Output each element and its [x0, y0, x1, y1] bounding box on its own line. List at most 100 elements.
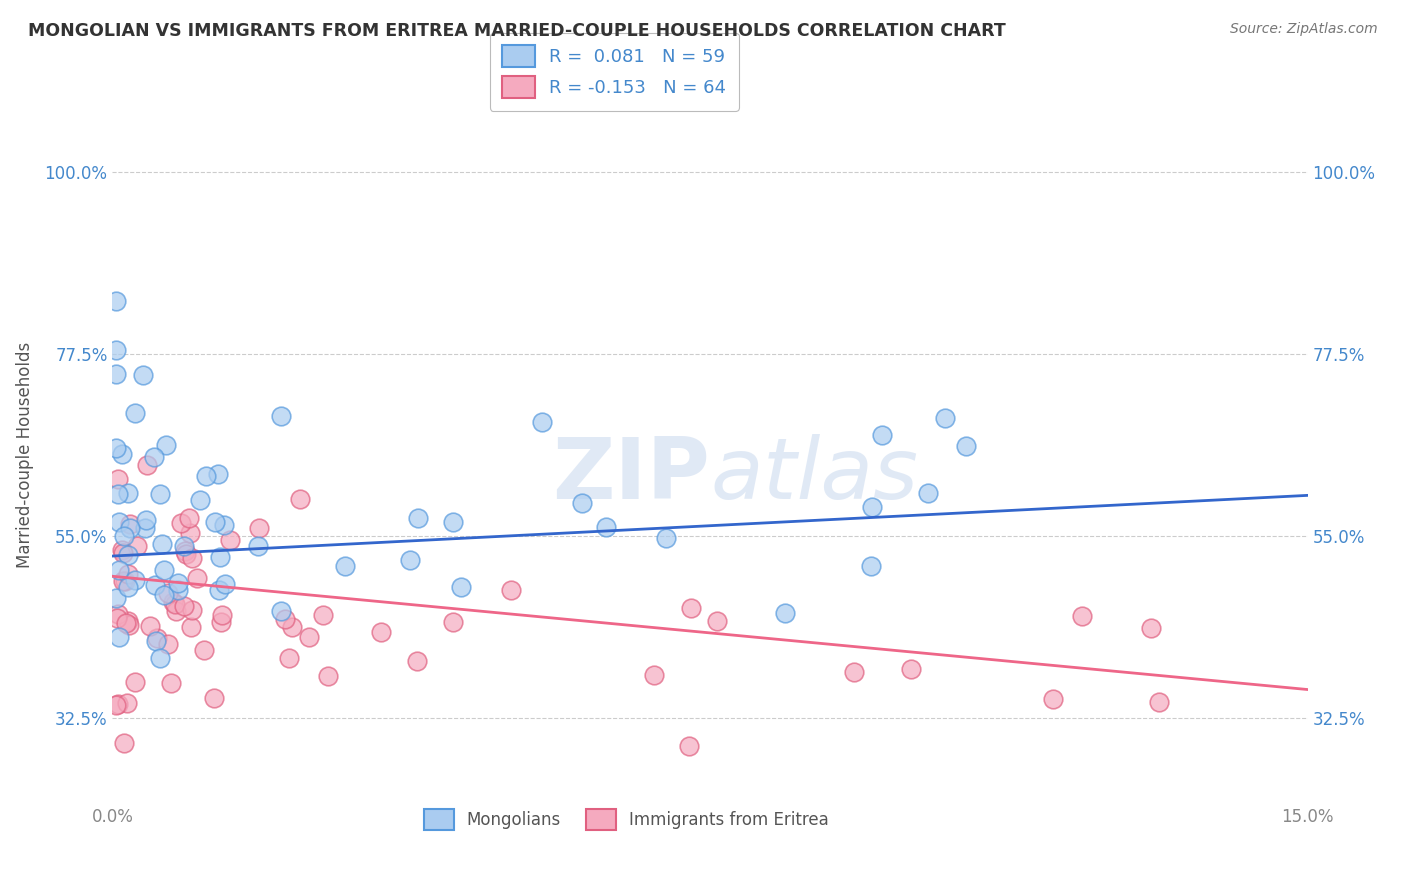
Point — [174, 547, 197, 561]
Point — [139, 619, 162, 633]
Point — [370, 625, 392, 640]
Point — [112, 574, 135, 589]
Point — [681, 600, 703, 615]
Point — [1070, 609, 1092, 624]
Point — [149, 486, 172, 500]
Point — [105, 367, 128, 381]
Point — [207, 467, 229, 482]
Point — [111, 543, 134, 558]
Point — [112, 546, 135, 560]
Text: atlas: atlas — [710, 434, 918, 517]
Point — [105, 294, 128, 309]
Point — [117, 580, 139, 594]
Point — [209, 615, 232, 629]
Point — [160, 676, 183, 690]
Point — [145, 633, 167, 648]
Point — [655, 531, 678, 545]
Point — [406, 654, 429, 668]
Point — [202, 690, 225, 705]
Point — [108, 631, 131, 645]
Point — [188, 493, 211, 508]
Point — [165, 604, 187, 618]
Point — [195, 469, 218, 483]
Point — [281, 620, 304, 634]
Point — [1042, 692, 1064, 706]
Point — [842, 665, 865, 679]
Point — [135, 458, 157, 473]
Point — [208, 582, 231, 597]
Point — [204, 515, 226, 529]
Point — [114, 574, 136, 589]
Point — [211, 607, 233, 622]
Point — [678, 739, 700, 754]
Point — [247, 521, 270, 535]
Point — [107, 487, 129, 501]
Point — [124, 406, 146, 420]
Point — [180, 620, 202, 634]
Point — [247, 539, 270, 553]
Point — [399, 553, 422, 567]
Point — [112, 529, 135, 543]
Point — [706, 615, 728, 629]
Point — [143, 578, 166, 592]
Point — [107, 515, 129, 529]
Point — [107, 698, 129, 712]
Point — [181, 550, 204, 565]
Point — [134, 521, 156, 535]
Point — [167, 583, 190, 598]
Point — [934, 411, 956, 425]
Point — [872, 427, 894, 442]
Point — [117, 696, 139, 710]
Point — [107, 607, 129, 621]
Point — [214, 577, 236, 591]
Point — [212, 517, 235, 532]
Point — [450, 580, 472, 594]
Point — [775, 606, 797, 620]
Point — [108, 563, 131, 577]
Point — [145, 631, 167, 645]
Text: Source: ZipAtlas.com: Source: ZipAtlas.com — [1230, 22, 1378, 37]
Point — [406, 511, 429, 525]
Point — [643, 667, 665, 681]
Point — [209, 549, 232, 564]
Point — [270, 604, 292, 618]
Point — [157, 637, 180, 651]
Point — [117, 486, 139, 500]
Point — [1140, 621, 1163, 635]
Point — [173, 539, 195, 553]
Point — [166, 576, 188, 591]
Point — [297, 630, 319, 644]
Point — [316, 668, 339, 682]
Point — [170, 516, 193, 530]
Point — [571, 495, 593, 509]
Point — [277, 651, 299, 665]
Point — [153, 564, 176, 578]
Point — [441, 515, 464, 529]
Point — [114, 615, 136, 630]
Point — [441, 615, 464, 630]
Point — [955, 439, 977, 453]
Point — [312, 607, 335, 622]
Point — [165, 597, 187, 611]
Point — [117, 614, 139, 628]
Y-axis label: Married-couple Households: Married-couple Households — [15, 342, 34, 568]
Point — [105, 343, 128, 357]
Point — [917, 486, 939, 500]
Point — [125, 539, 148, 553]
Point — [860, 500, 883, 514]
Point — [173, 599, 195, 613]
Point — [117, 549, 139, 563]
Point — [186, 571, 208, 585]
Point — [105, 698, 128, 712]
Point — [501, 582, 523, 597]
Point — [155, 438, 177, 452]
Point — [152, 588, 174, 602]
Point — [149, 650, 172, 665]
Point — [859, 558, 882, 573]
Point — [131, 368, 153, 383]
Point — [900, 662, 922, 676]
Point — [531, 415, 554, 429]
Point — [105, 611, 128, 625]
Point — [120, 516, 142, 531]
Point — [124, 674, 146, 689]
